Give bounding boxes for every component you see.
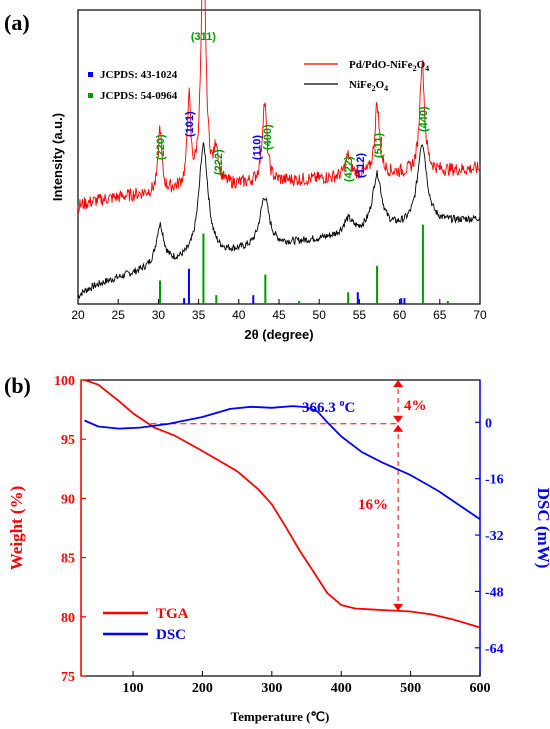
legend-label-tga: TGA	[156, 606, 189, 622]
weight-loss-4-label: 4%	[404, 398, 427, 414]
x-tick-label: 70	[473, 308, 487, 322]
right-tick-label: -48	[485, 585, 504, 600]
left-axis-ticks: 75 80 85 90 95 100	[54, 374, 86, 685]
peak-label: (440)	[418, 106, 430, 132]
left-tick-label: 95	[61, 433, 75, 448]
right-tick-label: -32	[485, 529, 504, 544]
legend-label-dsc: DSC	[156, 627, 186, 643]
x-tick-label: 300	[261, 681, 282, 696]
peak-label: (110)	[251, 135, 263, 160]
legend-label-pd: Pd/PdO-NiFe2O4	[349, 59, 429, 73]
tga-plot-frame	[80, 379, 481, 677]
peak-label: (511)	[373, 133, 385, 158]
x-tick-label: 40	[232, 308, 246, 322]
arrow-head	[393, 424, 404, 432]
peak-label: (311)	[191, 31, 216, 43]
left-tick-label: 90	[61, 492, 75, 507]
ref-legend-marker-green	[88, 93, 93, 98]
x-tick-label: 45	[272, 308, 286, 322]
x-tick-label: 100	[123, 681, 144, 696]
x-tick-label: 50	[313, 308, 327, 322]
x-tick-label: 55	[353, 308, 367, 322]
x-tick-label: 35	[192, 308, 206, 322]
xrd-series-line	[77, 142, 481, 300]
peak-label: (400)	[262, 124, 274, 150]
tga-dsc-panel: (b) 100 200 300 400 500 600 75 80 85 90 95 100 0 -1…	[4, 373, 550, 724]
left-tick-label: 100	[54, 374, 75, 389]
right-tick-label: 0	[485, 416, 492, 431]
peak-label: (222)	[213, 149, 225, 175]
x-axis-title: 2θ (degree)	[244, 327, 313, 342]
right-axis-ticks: 0 -16 -32 -48 -64	[475, 416, 504, 657]
reference-legend: JCPDS: 43-1024 JCPDS: 54-0964	[88, 69, 178, 102]
x-tick-label: 200	[192, 681, 213, 696]
peak-label: (112)	[355, 153, 367, 178]
ref-legend-marker-blue	[88, 72, 93, 77]
arrow-head	[393, 603, 404, 611]
right-tick-label: -16	[485, 473, 504, 488]
reference-lines	[159, 224, 449, 304]
dsc-curve	[84, 405, 481, 520]
series-legend: Pd/PdO-NiFe2O4 NiFe2O4	[304, 59, 429, 93]
x-tick-label: 60	[393, 308, 407, 322]
tga-curve	[84, 379, 481, 629]
x-tick-label: 30	[152, 308, 166, 322]
y-axis-title: Intensity (a.u.)	[50, 113, 65, 201]
x-tick-label: 500	[400, 681, 421, 696]
peak-label: (220)	[155, 134, 167, 160]
peak-labels: (311) (220) (101) (222) (110)(400) (422) (112)…	[155, 31, 430, 182]
x-axis-ticks-b: 100 200 300 400 500 600	[123, 671, 491, 696]
panel-label-b: (b)	[4, 373, 31, 398]
arrow-head	[393, 380, 404, 387]
left-tick-label: 75	[61, 670, 75, 685]
peak-label: (422)	[343, 156, 355, 182]
x-tick-label: 25	[112, 308, 126, 322]
left-axis-title: Weight (%)	[7, 486, 26, 571]
tga-dsc-legend: TGA DSC	[103, 606, 189, 643]
left-tick-label: 80	[61, 611, 75, 626]
xrd-panel: (a) (311)(220)(101)(222)(110)(400)(422)(…	[4, 0, 487, 342]
panel-label-a: (a)	[4, 10, 30, 35]
x-axis-title-b: Temperature (℃)	[231, 709, 330, 724]
xrd-series	[77, 0, 481, 300]
x-tick-label: 20	[71, 308, 85, 322]
x-axis-ticks: 20 25 30 35 40 45 50 55 60 65 70	[71, 299, 487, 322]
peak-label: (101)	[184, 111, 196, 137]
right-axis-title: DSC (mW)	[534, 488, 550, 569]
x-tick-label: 600	[470, 681, 491, 696]
dsc-peak-annotation: 366.3 oC	[302, 398, 355, 416]
arrow-head	[393, 415, 404, 423]
xrd-series-line	[77, 0, 481, 213]
ref-legend-label-blue: JCPDS: 43-1024	[100, 69, 178, 81]
annotation-guides	[150, 380, 404, 611]
legend-label-nife: NiFe2O4	[349, 79, 388, 93]
weight-loss-16-label: 16%	[358, 497, 388, 513]
ref-legend-label-green: JCPDS: 54-0964	[100, 90, 178, 102]
x-tick-label: 65	[433, 308, 447, 322]
left-tick-label: 85	[61, 552, 75, 567]
x-tick-label: 400	[331, 681, 352, 696]
tga-dsc-series	[84, 379, 481, 629]
right-tick-label: -64	[485, 642, 504, 657]
